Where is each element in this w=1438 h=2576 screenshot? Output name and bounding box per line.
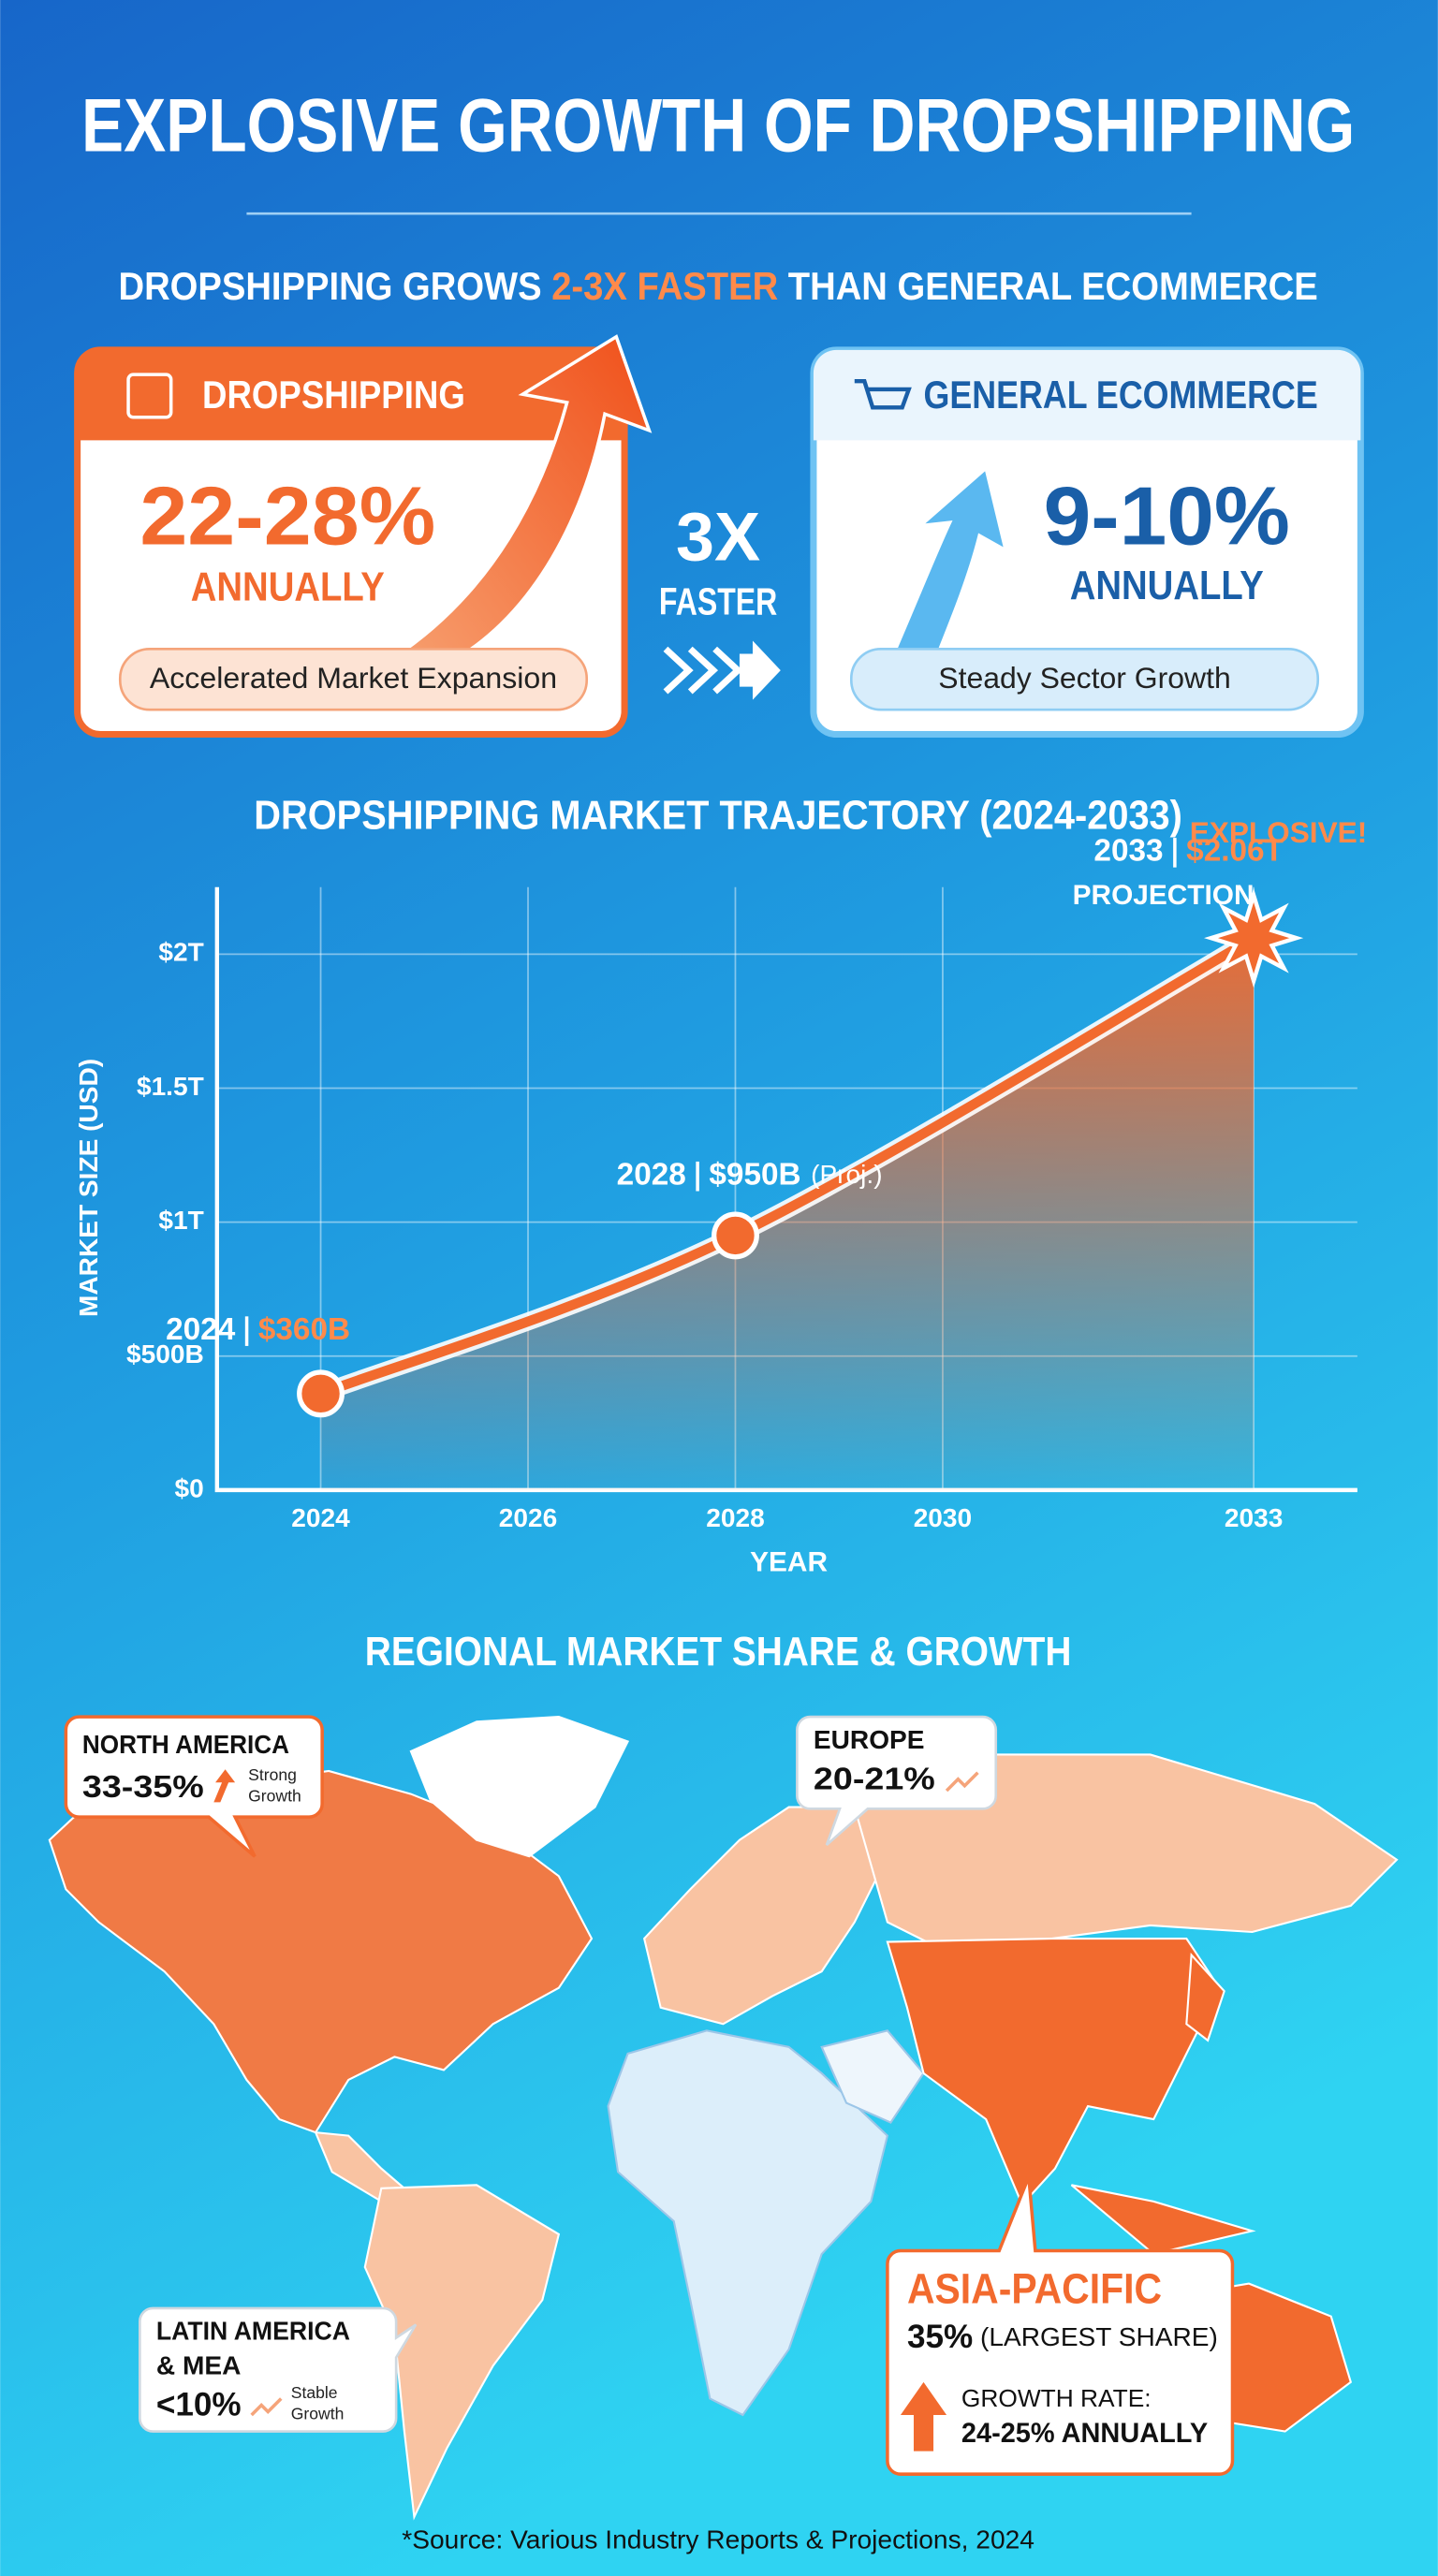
trend-icon xyxy=(250,2397,283,2417)
tagline: Accelerated Market Expansion xyxy=(150,661,557,695)
x-tick-label: 2033 xyxy=(1225,1503,1283,1532)
point-year: 2024 xyxy=(166,1312,236,1347)
middle-east xyxy=(820,2029,925,2124)
box-icon xyxy=(126,373,173,419)
y-tick-label: $0 xyxy=(175,1473,204,1502)
multiplier: 3X xyxy=(676,498,760,576)
north-america xyxy=(48,1769,594,2134)
card-label: DROPSHIPPING xyxy=(202,373,465,417)
up-arrow xyxy=(900,2381,947,2452)
point-year: 2028 xyxy=(617,1158,686,1193)
arrow-head xyxy=(739,640,781,700)
subtitle-highlight: 2-3X FASTER xyxy=(551,264,778,308)
region-share: 35% xyxy=(907,2320,973,2356)
annotation: (Proj.) xyxy=(811,1160,882,1189)
data-label: $950B xyxy=(709,1158,800,1193)
multiplier-label: FASTER xyxy=(659,580,777,623)
x-tick-label: 2026 xyxy=(499,1503,557,1532)
x-tick-label: 2030 xyxy=(914,1503,972,1532)
region-share-note: (LARGEST SHARE) xyxy=(980,2323,1218,2352)
callout-box xyxy=(796,1715,998,1846)
card-label: GENERAL ECOMMERCE xyxy=(924,373,1318,417)
asia-pacific xyxy=(886,1937,1221,2207)
pill xyxy=(849,647,1320,711)
region-share: 33-35% xyxy=(82,1770,204,1805)
region-name: & MEA xyxy=(156,2351,241,2380)
region-share: 20-21% xyxy=(814,1762,935,1796)
region-name: EUROPE xyxy=(814,1725,925,1754)
region-note: Stable xyxy=(291,2383,338,2402)
chart: $0 $500B $1T $1.5T $2T 2024 2026 2028 2030 2033 20… xyxy=(126,815,1367,1532)
region-note: Growth xyxy=(291,2405,345,2423)
dropshipping-card: DROPSHIPPING 22-28% ANNUALLY Accelerated… xyxy=(74,334,653,739)
annotation: PROJECTION xyxy=(1073,880,1255,911)
chart-title: DROPSHIPPING MARKET TRAJECTORY (2024-203… xyxy=(254,793,1182,839)
annotation: EXPLOSIVE! xyxy=(1190,815,1368,849)
regional-title: REGIONAL MARKET SHARE & GROWTH xyxy=(365,1629,1072,1675)
region-name: ASIA-PACIFIC xyxy=(907,2264,1162,2312)
islands xyxy=(1070,1953,1256,2256)
greenland xyxy=(409,1716,630,1858)
x-tick-label: 2024 xyxy=(291,1503,350,1532)
trend-icon xyxy=(945,1771,979,1793)
data-label: $2.06T xyxy=(1186,834,1284,869)
period: ANNUALLY xyxy=(191,564,385,610)
tagline: Steady Sector Growth xyxy=(938,661,1230,695)
growth-arrow xyxy=(893,464,1008,660)
growth-arrow xyxy=(389,334,653,667)
point xyxy=(297,1369,345,1418)
card-header xyxy=(813,349,1361,441)
world-map xyxy=(48,1716,1399,2521)
data-label: $360B xyxy=(258,1312,350,1347)
apac-callout: ASIA-PACIFIC 35% (LARGEST SHARE) GROWTH … xyxy=(886,2175,1235,2476)
ecommerce-card: GENERAL ECOMMERCE 9-10% ANNUALLY Steady … xyxy=(810,346,1364,739)
x-tick-label: 2028 xyxy=(706,1503,764,1532)
y-tick-label: $1T xyxy=(158,1206,203,1235)
y-tick-label: $2T xyxy=(158,938,203,967)
rate: 9-10% xyxy=(1044,470,1290,562)
callout-box xyxy=(139,2306,418,2433)
period: ANNUALLY xyxy=(1070,563,1264,608)
y-tick-label: $500B xyxy=(126,1339,204,1368)
card-header xyxy=(77,349,625,441)
point xyxy=(1204,888,1304,988)
chevrons xyxy=(663,646,743,695)
region-share: <10% xyxy=(156,2386,242,2422)
y-axis-label: MARKET SIZE (USD) xyxy=(74,1059,103,1317)
point-year: 2033 xyxy=(1093,834,1163,869)
title: EXPLOSIVE GROWTH OF DROPSHIPPING xyxy=(81,84,1355,168)
growth-value: 24-25% ANNUALLY xyxy=(961,2418,1208,2449)
subtitle: DROPSHIPPING GROWS 2-3X FASTER THAN GENE… xyxy=(119,264,1318,308)
trend-icon xyxy=(213,1769,236,1803)
region-note: Strong xyxy=(248,1765,297,1784)
callout-box xyxy=(886,2175,1235,2476)
pill xyxy=(118,647,589,711)
eu-callout: EUROPE 20-21% xyxy=(796,1715,998,1846)
source: *Source: Various Industry Reports & Proj… xyxy=(402,2525,1034,2554)
growth-label: GROWTH RATE: xyxy=(961,2384,1152,2412)
region-name: NORTH AMERICA xyxy=(82,1730,289,1759)
region-name: LATIN AMERICA xyxy=(156,2317,350,2346)
x-axis-label: YEAR xyxy=(750,1547,828,1578)
latam-callout: LATIN AMERICA & MEA <10% Stable Growth xyxy=(139,2306,418,2433)
cart-icon xyxy=(854,378,912,410)
subtitle-part: THAN GENERAL ECOMMERCE xyxy=(788,264,1318,308)
subtitle-part: DROPSHIPPING GROWS xyxy=(119,264,542,308)
region-share-line: 35% (LARGEST SHARE) xyxy=(907,2320,1218,2356)
callout-box xyxy=(64,1715,324,1858)
na-callout: NORTH AMERICA 33-35% Strong Growth xyxy=(64,1715,324,1858)
africa xyxy=(607,2029,889,2417)
y-tick-label: $1.5T xyxy=(137,1072,204,1101)
region-note: Growth xyxy=(248,1787,301,1806)
point xyxy=(712,1211,759,1260)
rate: 22-28% xyxy=(139,470,435,562)
